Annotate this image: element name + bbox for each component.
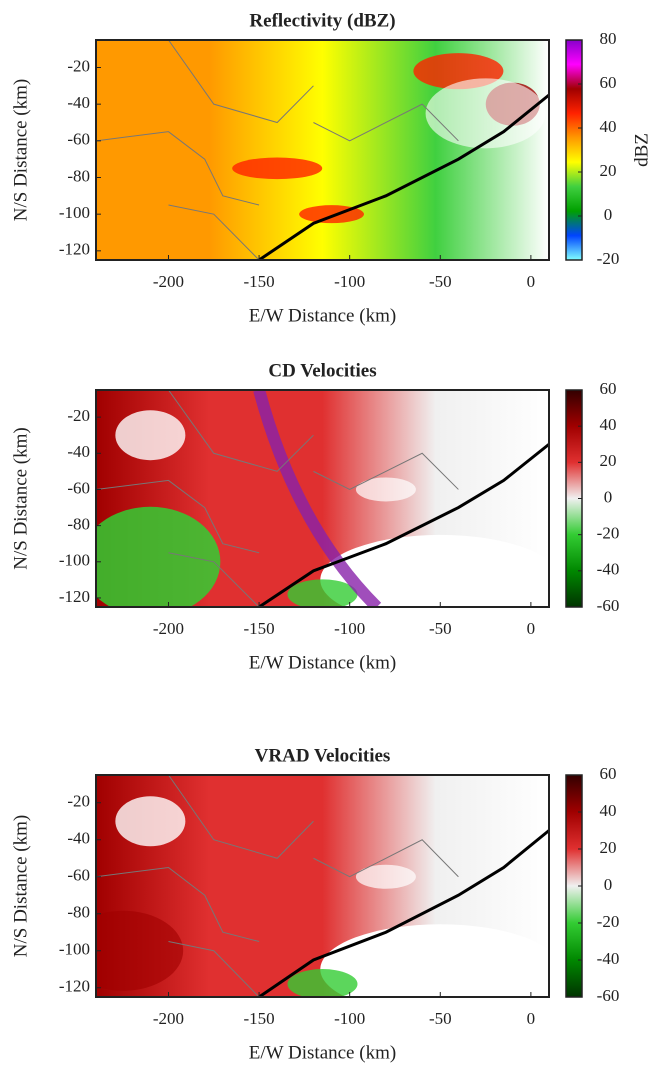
county-line bbox=[313, 103, 459, 142]
echo bbox=[96, 910, 184, 991]
x-axis-label: E/W Distance (km) bbox=[249, 1042, 396, 1063]
y-tick-label: -20 bbox=[67, 792, 90, 811]
colorbar-tick-label: -40 bbox=[597, 949, 620, 968]
x-tick-label: 0 bbox=[527, 272, 536, 291]
county-line bbox=[168, 204, 260, 260]
x-tick-label: -50 bbox=[429, 1009, 452, 1028]
clear bbox=[115, 410, 186, 461]
radar-image bbox=[96, 390, 549, 607]
x-tick-label: -150 bbox=[243, 619, 274, 638]
colorbar-tick-label: 80 bbox=[600, 29, 617, 48]
clear bbox=[355, 864, 416, 889]
y-axis-label: N/S Distance (km) bbox=[10, 815, 31, 957]
county-line bbox=[168, 775, 314, 859]
x-axis-label: E/W Distance (km) bbox=[249, 305, 396, 326]
coastline bbox=[258, 443, 549, 607]
colorbar-tick-label: 40 bbox=[600, 415, 617, 434]
colorbar-tick-label: 20 bbox=[600, 161, 617, 180]
y-axis-label: N/S Distance (km) bbox=[10, 427, 31, 569]
x-tick-label: -200 bbox=[153, 1009, 184, 1028]
y-tick-label: -100 bbox=[59, 551, 90, 570]
y-tick-label: -40 bbox=[67, 829, 90, 848]
y-tick-label: -120 bbox=[59, 977, 90, 996]
y-tick-label: -20 bbox=[67, 406, 90, 425]
x-tick-label: -150 bbox=[243, 272, 274, 291]
y-tick-label: -100 bbox=[59, 203, 90, 222]
colorbar-tick-label: 60 bbox=[600, 73, 617, 92]
axes-box bbox=[95, 389, 550, 608]
colorbar-tick-label: 40 bbox=[600, 801, 617, 820]
axes-box bbox=[95, 39, 550, 261]
x-tick-label: -200 bbox=[153, 272, 184, 291]
clear bbox=[320, 924, 549, 997]
colorbar-tick-label: -20 bbox=[597, 524, 620, 543]
x-tick-label: 0 bbox=[527, 1009, 536, 1028]
colorbar-tick-label: -40 bbox=[597, 560, 620, 579]
county-line bbox=[168, 552, 260, 607]
y-tick-label: -40 bbox=[67, 442, 90, 461]
county-line bbox=[96, 866, 260, 942]
y-tick-label: -120 bbox=[59, 587, 90, 606]
county-line bbox=[168, 390, 314, 472]
x-tick-label: 0 bbox=[527, 619, 536, 638]
x-tick-label: -200 bbox=[153, 619, 184, 638]
colorbar bbox=[565, 39, 583, 261]
radar-image bbox=[96, 40, 549, 260]
colorbar-tick-label: 20 bbox=[600, 451, 617, 470]
y-tick-label: -80 bbox=[67, 166, 90, 185]
colorbar-tick-label: 20 bbox=[600, 838, 617, 857]
county-line bbox=[313, 839, 459, 878]
coastline bbox=[258, 93, 549, 260]
colorbar-tick-label: 40 bbox=[600, 117, 617, 136]
colorbar-tick-label: 60 bbox=[600, 379, 617, 398]
fold-band bbox=[253, 390, 382, 607]
colorbar-tick-label: -20 bbox=[597, 249, 620, 268]
x-tick-label: -150 bbox=[243, 1009, 274, 1028]
county-line bbox=[168, 40, 314, 124]
echo bbox=[287, 969, 358, 997]
colorbar-tick-label: -60 bbox=[597, 986, 620, 1005]
echo bbox=[96, 506, 221, 607]
colorbar-tick-label: -20 bbox=[597, 912, 620, 931]
colorbar-tick-label: 60 bbox=[600, 764, 617, 783]
x-tick-label: -100 bbox=[334, 272, 365, 291]
clear bbox=[115, 796, 186, 847]
y-tick-label: -60 bbox=[67, 130, 90, 149]
y-tick-label: -40 bbox=[67, 93, 90, 112]
echo bbox=[232, 157, 323, 180]
chart-title: Reflectivity (dBZ) bbox=[249, 10, 395, 31]
colorbar-tick-label: 0 bbox=[604, 487, 613, 506]
y-tick-label: -60 bbox=[67, 478, 90, 497]
y-tick-label: -80 bbox=[67, 515, 90, 534]
coastline bbox=[258, 829, 549, 997]
x-tick-label: -100 bbox=[334, 1009, 365, 1028]
y-axis-label: N/S Distance (km) bbox=[10, 79, 31, 221]
county-line bbox=[168, 941, 260, 997]
clear bbox=[355, 477, 416, 502]
y-tick-label: -100 bbox=[59, 940, 90, 959]
chart-title: VRAD Velocities bbox=[255, 745, 391, 766]
clear bbox=[320, 534, 549, 607]
y-tick-label: -20 bbox=[67, 56, 90, 75]
x-tick-label: -50 bbox=[429, 619, 452, 638]
radar-image bbox=[96, 775, 549, 997]
county-line bbox=[313, 452, 459, 491]
county-line bbox=[96, 479, 260, 554]
axes-box bbox=[95, 774, 550, 998]
chart-title: CD Velocities bbox=[268, 360, 376, 381]
echo bbox=[287, 579, 358, 607]
county-line bbox=[96, 131, 260, 206]
x-axis-label: E/W Distance (km) bbox=[249, 652, 396, 673]
colorbar-tick-label: 0 bbox=[604, 875, 613, 894]
echo bbox=[425, 78, 546, 149]
x-tick-label: -50 bbox=[429, 272, 452, 291]
y-tick-label: -60 bbox=[67, 866, 90, 885]
colorbar-label: dBZ bbox=[631, 133, 652, 167]
colorbar-tick-label: -60 bbox=[597, 596, 620, 615]
colorbar-tick-label: 0 bbox=[604, 205, 613, 224]
y-tick-label: -80 bbox=[67, 903, 90, 922]
y-tick-label: -120 bbox=[59, 240, 90, 259]
x-tick-label: -100 bbox=[334, 619, 365, 638]
